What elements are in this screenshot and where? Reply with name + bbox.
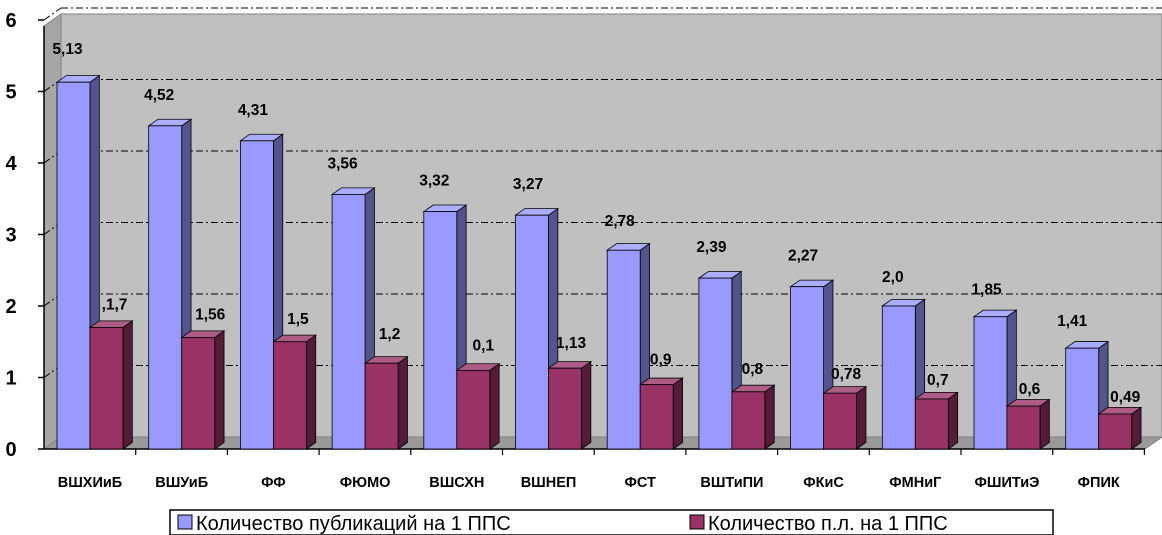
data-label: 0,9: [650, 352, 672, 369]
bar-sheets: [455, 362, 501, 450]
y-tick-label: 0: [5, 439, 16, 461]
legend: Количество публикаций на 1 ППС Количеств…: [169, 509, 1054, 535]
x-tick-label: ФСТ: [625, 475, 656, 491]
bar-sheets: [822, 385, 868, 450]
data-label: 2,27: [788, 248, 818, 265]
x-tick-label: ВШТиПИ: [700, 475, 763, 491]
data-label: 2,0: [882, 269, 904, 286]
data-label: 4,52: [144, 87, 174, 104]
y-tick-label: 5: [5, 82, 16, 104]
bar-sheets: [914, 391, 959, 450]
y-tick-label: 3: [5, 225, 16, 247]
bar-sheets: [730, 384, 776, 450]
data-label: 3,56: [328, 155, 359, 172]
x-tick-label: ВШНЕП: [521, 475, 577, 491]
bar-publications: [55, 74, 101, 450]
x-tick-label: ВШУиБ: [155, 475, 208, 491]
bar-sheets: [638, 377, 684, 450]
data-label: ,1,7: [102, 296, 128, 313]
bar-sheets: [88, 320, 134, 450]
data-label: 1,41: [1057, 313, 1088, 330]
data-label: 3,27: [513, 176, 543, 193]
data-label: 2,39: [696, 239, 727, 256]
bar-sheets: [1005, 398, 1051, 450]
bar-publications: [514, 207, 560, 450]
data-label: 1,56: [195, 306, 226, 323]
y-tick-label: 4: [5, 153, 17, 175]
x-tick-label: ВШХИиБ: [58, 475, 122, 491]
data-label: 0,78: [831, 366, 862, 383]
data-label: 2,78: [605, 213, 636, 230]
data-label: 1,13: [556, 335, 587, 352]
data-label: 5,13: [52, 41, 83, 58]
data-label: 1,2: [379, 326, 401, 343]
data-label: 0,49: [1110, 389, 1141, 406]
bar-publications: [697, 270, 743, 450]
data-label: 1,5: [287, 311, 309, 328]
x-tick-label: ФШИТиЭ: [975, 475, 1040, 491]
bar-publications: [330, 187, 376, 450]
y-tick-label: 1: [5, 368, 16, 390]
bar-sheets: [180, 330, 226, 450]
x-tick-label: ВШСХН: [429, 475, 484, 491]
x-tick-label: ФФ: [261, 475, 286, 491]
data-labels: 5,13 ,1,7 4,52 1,56 4,31 1,5 3,56 1,2 3,32 0,1 3,2…: [52, 41, 1140, 406]
data-label: 4,31: [238, 102, 269, 119]
data-label: 0,6: [1019, 381, 1041, 398]
y-tick-label: 2: [5, 296, 16, 318]
x-tick-label: ФМНиГ: [889, 475, 941, 491]
bar-publications: [1064, 340, 1110, 450]
y-axis-ticks: 0 1 2 3 4 5 6: [5, 10, 44, 461]
x-tick-label: ФКиС: [803, 475, 844, 491]
data-label: 0,1: [473, 337, 495, 354]
bar-sheets: [272, 334, 318, 450]
legend-label-sheets: Количество п.л. на 1 ППС: [708, 513, 948, 535]
legend-swatch-publications: [177, 514, 193, 530]
data-label: 3,32: [419, 173, 449, 190]
gridline-side: [43, 7, 62, 21]
bars: [55, 74, 1143, 450]
data-label: 1,85: [971, 282, 1002, 299]
legend-label-publications: Количество публикаций на 1 ППС: [196, 513, 511, 535]
y-tick-label: 6: [5, 10, 16, 32]
x-tick-label: ФПИК: [1078, 475, 1120, 491]
legend-swatch-sheets: [689, 514, 705, 530]
bar-sheets: [1097, 406, 1143, 450]
x-axis-ticks: ВШХИиБ ВШУиБ ФФ ФЮМО ВШСХН ВШНЕП ФСТ ВШТиПИ ФКиС…: [58, 449, 1146, 491]
x-tick-label: ФЮМО: [340, 475, 391, 491]
bar-sheets: [547, 360, 593, 450]
plot-area: 0 1 2 3 4 5 6 5,13 ,1,7 4,52 1,56 4,31 1,5 3,56 1,2 3,…: [5, 7, 1162, 491]
legend-frame: [169, 509, 1054, 535]
data-label: 0,8: [742, 361, 764, 378]
bar-sheets: [363, 355, 409, 450]
data-label: 0,7: [927, 372, 949, 389]
